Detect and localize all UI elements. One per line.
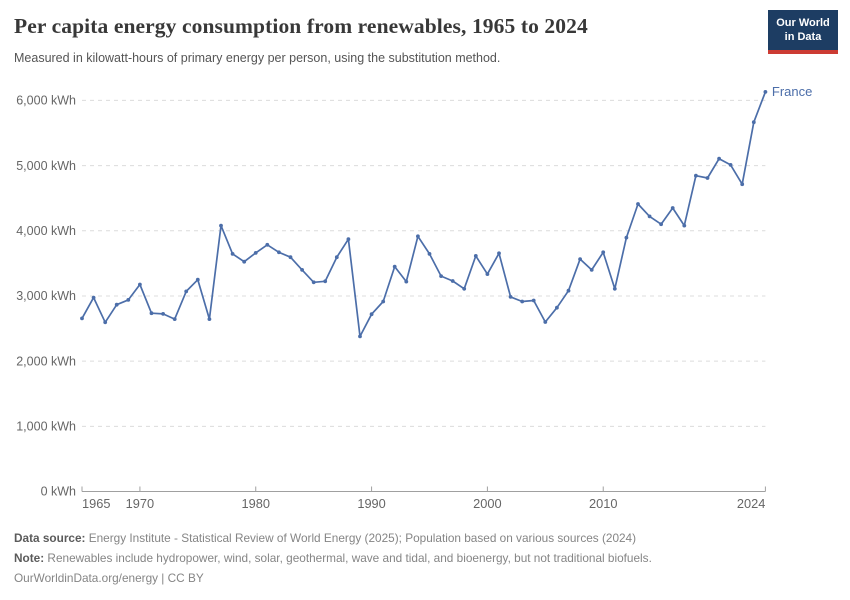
y-tick-label: 6,000 kWh	[16, 94, 76, 108]
data-point-marker[interactable]	[601, 250, 606, 255]
x-tick-label: 2010	[589, 496, 617, 511]
x-tick-label: 1980	[242, 496, 270, 511]
data-point-marker[interactable]	[195, 277, 200, 282]
note-label: Note:	[14, 551, 45, 565]
france-data-line[interactable]	[81, 91, 767, 338]
data-point-marker[interactable]	[670, 206, 675, 210]
data-point-marker[interactable]	[647, 214, 652, 219]
data-point-marker[interactable]	[578, 257, 582, 261]
data-point-marker[interactable]	[334, 255, 339, 260]
data-point-marker[interactable]	[161, 312, 166, 316]
chart-title: Per capita energy consumption from renew…	[14, 14, 588, 38]
data-point-marker[interactable]	[346, 237, 351, 242]
data-point-marker[interactable]	[636, 202, 640, 206]
owid-logo[interactable]: Our World in Data	[768, 10, 838, 54]
data-point-marker[interactable]	[705, 176, 710, 180]
data-point-marker[interactable]	[473, 254, 478, 258]
data-point-marker[interactable]	[740, 182, 745, 187]
data-point-marker[interactable]	[462, 286, 467, 291]
data-point-marker[interactable]	[682, 223, 687, 228]
owid-link[interactable]: OurWorldinData.org/energy | CC BY	[14, 571, 204, 585]
data-point-marker[interactable]	[126, 298, 131, 302]
data-point-marker[interactable]	[91, 295, 96, 300]
data-point-marker[interactable]	[404, 279, 409, 284]
data-point-marker[interactable]	[497, 251, 501, 256]
data-point-marker[interactable]	[277, 250, 281, 255]
data-point-marker[interactable]	[659, 222, 663, 227]
note-text: Renewables include hydropower, wind, sol…	[44, 551, 652, 565]
note-line: Note: Renewables include hydropower, win…	[14, 548, 652, 568]
chart-footer: Data source: Energy Institute - Statisti…	[14, 528, 652, 588]
y-tick-label: 0 kWh	[41, 485, 76, 499]
data-point-marker[interactable]	[520, 299, 525, 304]
data-point-marker[interactable]	[427, 252, 432, 256]
data-point-marker[interactable]	[450, 279, 455, 283]
data-point-marker[interactable]	[149, 311, 154, 316]
y-tick-label: 3,000 kWh	[16, 289, 76, 303]
data-point-marker[interactable]	[694, 173, 698, 178]
data-point-marker[interactable]	[242, 259, 247, 264]
data-point-marker[interactable]	[80, 316, 84, 321]
data-point-marker[interactable]	[207, 317, 212, 321]
data-point-marker[interactable]	[555, 305, 559, 310]
data-point-marker[interactable]	[589, 268, 594, 272]
data-point-marker[interactable]	[751, 120, 756, 125]
data-source-text: Energy Institute - Statistical Review of…	[85, 531, 637, 545]
data-point-marker[interactable]	[439, 274, 443, 278]
data-point-marker[interactable]	[138, 282, 142, 287]
data-point-marker[interactable]	[416, 234, 420, 239]
data-point-marker[interactable]	[300, 268, 304, 272]
data-point-marker[interactable]	[508, 295, 513, 299]
y-tick-label: 2,000 kWh	[16, 354, 76, 368]
data-point-marker[interactable]	[103, 320, 108, 325]
data-point-marker[interactable]	[311, 280, 316, 285]
y-tick-label: 1,000 kWh	[16, 420, 76, 434]
x-tick-label: 2024	[737, 496, 765, 511]
data-point-marker[interactable]	[172, 317, 177, 321]
y-tick-label: 4,000 kWh	[16, 224, 76, 238]
x-tick-label: 2000	[473, 496, 501, 511]
chart-subtitle: Measured in kilowatt-hours of primary en…	[14, 51, 501, 65]
data-point-marker[interactable]	[763, 90, 768, 94]
data-point-marker[interactable]	[392, 264, 397, 269]
data-point-marker[interactable]	[728, 163, 733, 167]
data-source-line: Data source: Energy Institute - Statisti…	[14, 528, 652, 548]
data-point-marker[interactable]	[288, 255, 293, 260]
data-point-marker[interactable]	[253, 251, 258, 255]
data-point-marker[interactable]	[485, 272, 490, 276]
data-point-marker[interactable]	[543, 320, 548, 324]
data-point-marker[interactable]	[219, 223, 223, 228]
data-source-label: Data source:	[14, 531, 86, 545]
data-point-marker[interactable]	[612, 286, 617, 291]
data-point-marker[interactable]	[566, 288, 571, 293]
data-point-marker[interactable]	[114, 302, 119, 307]
data-point-marker[interactable]	[624, 235, 629, 240]
data-point-marker[interactable]	[369, 312, 374, 317]
data-point-marker[interactable]	[265, 242, 270, 247]
owid-logo-line1: Our World	[776, 17, 830, 29]
x-tick-label: 1990	[357, 496, 385, 511]
owid-logo-line2: in Data	[784, 30, 822, 43]
x-tick-label: 1965	[82, 496, 110, 511]
data-point-marker[interactable]	[381, 299, 386, 304]
data-point-marker[interactable]	[184, 289, 189, 294]
series-label-france[interactable]: France	[772, 84, 812, 99]
x-tick-label: 1970	[126, 496, 154, 511]
data-point-marker[interactable]	[323, 279, 328, 284]
y-tick-label: 5,000 kWh	[16, 159, 76, 173]
data-point-marker[interactable]	[230, 252, 235, 256]
data-point-marker[interactable]	[358, 334, 362, 339]
data-point-marker[interactable]	[717, 156, 721, 161]
data-point-marker[interactable]	[531, 298, 536, 303]
